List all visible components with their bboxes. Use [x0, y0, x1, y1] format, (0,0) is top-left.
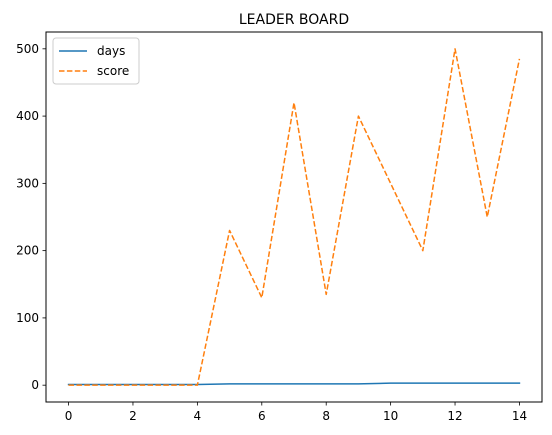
x-tick-label: 12 — [447, 409, 462, 423]
series-line-score — [68, 48, 521, 386]
x-tick-label: 14 — [512, 409, 527, 423]
legend-box — [52, 37, 140, 85]
x-tick-label: 2 — [129, 409, 137, 423]
x-tick-label: 4 — [194, 409, 202, 423]
y-tick-label: 100 — [16, 311, 39, 325]
legend-label-days: days — [97, 44, 125, 58]
plot-area — [46, 32, 542, 402]
x-tick-label: 10 — [383, 409, 398, 423]
axis-ticks: 0 2 4 6 8 10 12 14 0 100 200 300 400 500 — [16, 42, 527, 423]
chart-marks — [67, 48, 521, 386]
legend-label-score: score — [97, 64, 129, 78]
x-tick-label: 0 — [65, 409, 73, 423]
y-tick-label: 0 — [31, 378, 39, 392]
chart-title: LEADER BOARD — [239, 12, 349, 28]
legend: days score — [52, 37, 140, 85]
y-tick-label: 400 — [16, 109, 39, 123]
y-tick-label: 500 — [16, 42, 39, 56]
x-tick-label: 8 — [322, 409, 330, 423]
y-tick-label: 200 — [16, 244, 39, 258]
plot-frame — [45, 31, 543, 403]
y-tick-label: 300 — [16, 176, 39, 190]
x-tick-label: 6 — [258, 409, 266, 423]
